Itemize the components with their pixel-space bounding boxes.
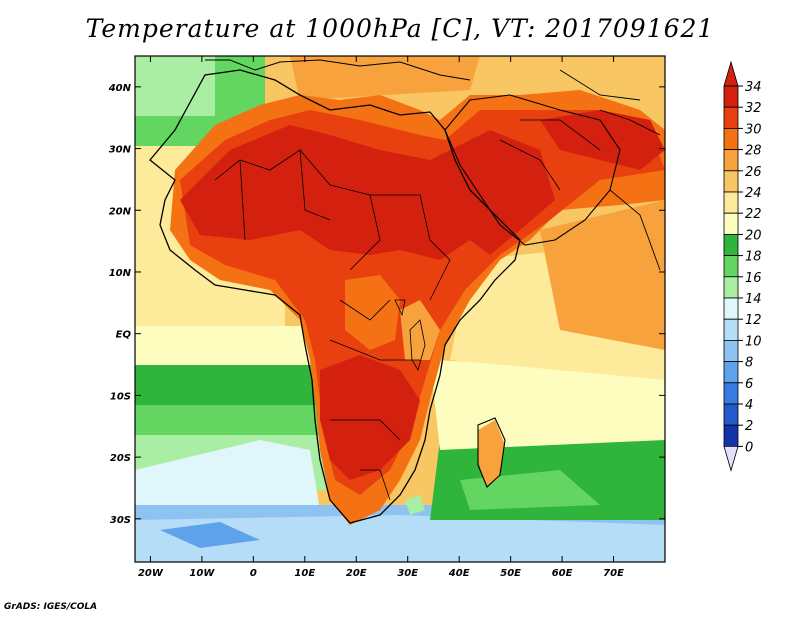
colorbar-label: 18: [745, 250, 762, 265]
field-atlantic-cool: [135, 56, 215, 116]
field-southern-africa-34: [320, 355, 420, 480]
colorbar-cap-top: [723, 60, 739, 87]
colorbar-swatch: [723, 297, 739, 320]
colorbar-label: 14: [745, 292, 762, 307]
colorbar-swatch: [723, 361, 739, 384]
field-southern-ocean-12: [135, 515, 665, 562]
lon-tick-label: 50E: [500, 568, 521, 579]
colorbar-label: 2: [745, 419, 753, 434]
lon-tick-label: 10E: [294, 568, 315, 579]
colorbar-label: 24: [745, 186, 762, 201]
colorbar-label: 8: [745, 356, 753, 371]
colorbar-cap-bottom: [723, 445, 739, 472]
colorbar-label: 10: [745, 334, 762, 349]
colorbar-label: 30: [745, 122, 762, 137]
colorbar-label: 34: [745, 80, 762, 95]
colorbar-swatch: [723, 106, 739, 129]
map-title: Temperature at 1000hPa [C], VT: 20170916…: [85, 14, 715, 43]
lat-tick-label: EQ: [116, 330, 132, 341]
lon-tick-label: 70E: [603, 568, 624, 579]
field-congo-30: [345, 275, 400, 350]
colorbar-swatch: [723, 170, 739, 193]
colorbar-swatch: [723, 318, 739, 341]
colorbar-label: 32: [745, 101, 762, 116]
colorbar-swatch: [723, 149, 739, 172]
arabia-coastline: [444, 94, 621, 246]
lat-tick-label: 20S: [110, 453, 131, 464]
lon-tick-label: 20E: [346, 568, 367, 579]
colorbar-label: 22: [745, 207, 762, 222]
colorbar-swatch: [723, 85, 739, 108]
africa-coastline: [149, 69, 521, 524]
colorbar-label: 28: [745, 144, 762, 159]
colorbar-label: 4: [745, 398, 753, 413]
field-south-atlantic-14: [135, 440, 320, 520]
lon-tick-label: 0: [250, 568, 257, 579]
field-mediterranean: [290, 56, 480, 100]
colorbar-swatch: [723, 403, 739, 426]
lat-tick-label: 30N: [109, 145, 132, 156]
colorbar-label: 16: [745, 271, 762, 286]
field-southern-ocean-8: [160, 522, 260, 548]
colorbar-swatch: [723, 255, 739, 278]
lat-tick-label: 20N: [109, 206, 132, 217]
lon-tick-label: 20W: [138, 568, 164, 579]
colorbar-label: 6: [745, 377, 753, 392]
lon-tick-label: 10W: [189, 568, 215, 579]
credit-label: GrADS: IGES/COLA: [4, 602, 98, 612]
latitude-axis: 40N 30N 20N 10N EQ 10S 20S 30S: [108, 83, 665, 526]
colorbar-swatch: [723, 191, 739, 214]
colorbar-swatch: [723, 382, 739, 405]
field-south-atlantic-18: [135, 405, 335, 440]
country-borders: [214, 119, 601, 501]
plot-frame: [134, 55, 666, 563]
field-south-atlantic-20: [135, 365, 335, 410]
lon-tick-label: 40E: [448, 568, 470, 579]
field-arabian-sea-28: [540, 200, 665, 350]
colorbar-label: 12: [745, 313, 762, 328]
lon-tick-label: 60E: [552, 568, 573, 579]
colorbar-swatch: [723, 212, 739, 235]
lat-tick-label: 10S: [110, 391, 131, 402]
lat-tick-label: 30S: [110, 515, 131, 526]
field-madagascar: [478, 420, 505, 485]
lon-tick-label: 30E: [397, 568, 418, 579]
colorbar-label: 20: [745, 228, 762, 243]
longitude-axis: 20W 10W 0 10E 20E 30E 40E 50E 60E 70E: [138, 56, 624, 579]
colorbar-swatch: [723, 127, 739, 150]
colorbar-label: 0: [745, 440, 753, 455]
field-cape-cool: [405, 495, 425, 515]
colorbar-label: 26: [745, 165, 762, 180]
asia-coastline: [559, 69, 661, 271]
lat-tick-label: 40N: [108, 83, 132, 94]
madagascar-coastline: [477, 417, 506, 488]
great-lakes: [394, 299, 426, 372]
field-sahara-34: [180, 125, 555, 260]
lat-tick-label: 10N: [109, 268, 132, 279]
colorbar-swatch: [723, 424, 739, 447]
colorbar-swatch: [723, 233, 739, 256]
map-plot-area: [135, 56, 665, 562]
europe-coastline: [205, 59, 471, 81]
field-middle-east-34: [540, 110, 665, 170]
colorbar-swatch: [723, 276, 739, 299]
field-east-africa-highlands: [400, 300, 440, 360]
colorbar-swatch: [723, 339, 739, 362]
